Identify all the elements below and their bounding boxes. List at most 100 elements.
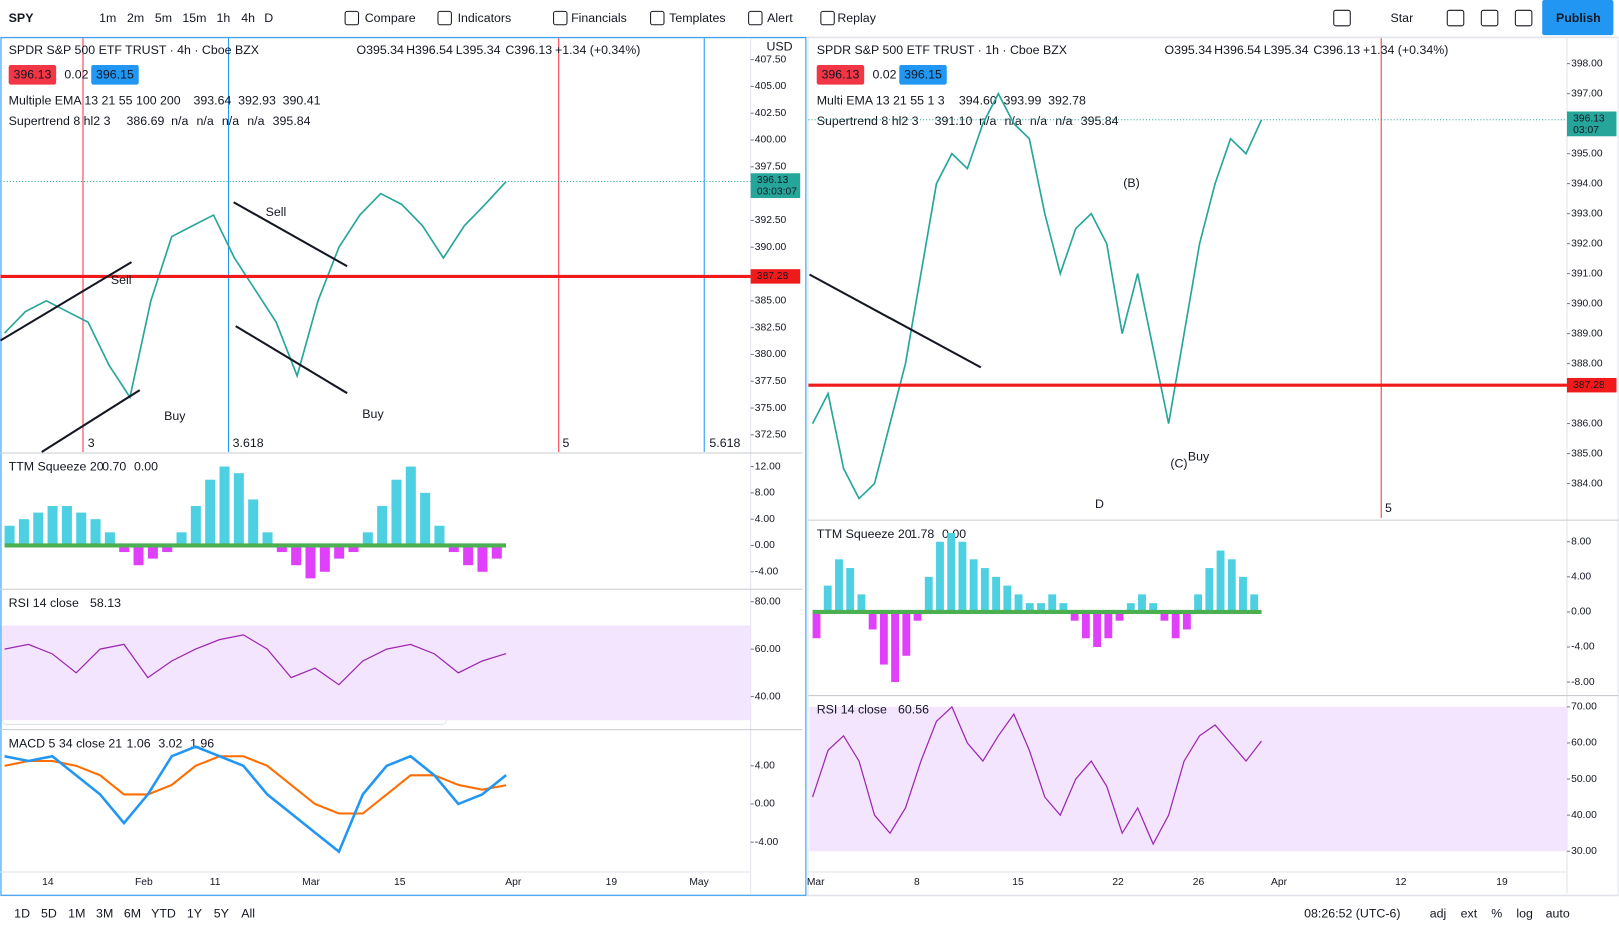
histogram-bar (958, 541, 967, 612)
price-tick: 397.50 (755, 162, 787, 173)
toolbar-button[interactable]: Indicators (458, 11, 512, 25)
histogram-bar (477, 545, 488, 572)
interval[interactable]: 1h (216, 11, 230, 25)
range[interactable]: 1M (68, 907, 85, 921)
sub-name: RSI 14 close (817, 702, 887, 716)
annotation: Buy (1188, 449, 1210, 463)
histogram-bar (835, 559, 843, 612)
annotation: 5 (1385, 501, 1392, 515)
indicator-value: n/a (222, 114, 239, 128)
indicator-name: Multi EMA 13 21 55 1 3 (817, 93, 945, 107)
scale-option[interactable]: adj (1430, 907, 1447, 921)
interval[interactable]: 4h (241, 11, 255, 25)
tool-icon[interactable] (1514, 9, 1533, 27)
histogram-bar (1227, 559, 1236, 612)
publish[interactable]: Publish (1556, 11, 1601, 25)
last-price: 396.13 (757, 175, 789, 186)
histogram-bar (868, 611, 877, 630)
histogram-bar (133, 545, 144, 566)
countdown: 03:07 (1573, 125, 1599, 136)
price-tick: 388.00 (1571, 358, 1603, 369)
histogram-bar (947, 532, 956, 612)
toolbar-button[interactable]: Replay (837, 11, 876, 25)
range[interactable]: All (241, 907, 255, 921)
scale-option[interactable]: log (1516, 907, 1533, 921)
histogram-bar (319, 545, 330, 572)
annotation: (C) (1170, 457, 1187, 471)
toolbar-button[interactable]: Alert (767, 11, 793, 25)
histogram-bar (823, 585, 832, 612)
sub-tick: 0.00 (755, 540, 775, 551)
tool-icon[interactable] (1446, 9, 1465, 27)
range[interactable]: 6M (124, 907, 141, 921)
indicator-value: 393.64 (194, 93, 232, 107)
histogram-bar (18, 519, 29, 546)
publish-button[interactable] (1542, 0, 1614, 36)
toolbar-button[interactable]: Templates (669, 11, 725, 25)
histogram-bar (391, 479, 402, 546)
price-tick: 377.50 (755, 376, 787, 387)
last-price-bg (1566, 111, 1617, 137)
indicator-value: 391.10 (935, 114, 973, 128)
histogram-bar (1115, 611, 1124, 621)
time-label: 26 (1193, 877, 1205, 888)
histogram-bar (61, 506, 72, 546)
ask: 396.15 (96, 68, 134, 82)
sub-tick: 0.00 (1571, 607, 1591, 618)
time-label: 8 (914, 877, 920, 888)
toolbar-button[interactable]: Financials (571, 11, 627, 25)
tool-icon[interactable] (1480, 9, 1499, 27)
spread: 0.02 (872, 68, 896, 82)
price-tick: 398.00 (1571, 58, 1603, 69)
scale-option[interactable]: auto (1546, 907, 1570, 921)
histogram-bar (1014, 594, 1023, 612)
sub-tick: -4.00 (755, 567, 779, 578)
ohlc: L395.34 (456, 43, 501, 57)
histogram-bar (1216, 550, 1225, 612)
price-tick: 407.50 (755, 54, 787, 65)
sub-tick: 0.00 (755, 799, 775, 810)
time-label: May (689, 877, 709, 888)
sub-tick: 70.00 (1571, 702, 1597, 713)
histogram-bar (119, 545, 130, 553)
star[interactable]: Star (1391, 11, 1414, 25)
histogram-bar (205, 479, 216, 546)
sub-tick: 60.00 (755, 644, 781, 655)
scale-option[interactable]: % (1491, 907, 1502, 921)
histogram-bar (1093, 611, 1102, 648)
interval[interactable]: D (264, 11, 273, 25)
range[interactable]: 5Y (214, 907, 229, 921)
time-label: 19 (606, 877, 618, 888)
symbol[interactable]: SPY (9, 11, 35, 25)
histogram-bar (980, 568, 989, 612)
indicator-value: 392.93 (238, 93, 276, 107)
price-tick: 384.00 (1571, 478, 1603, 489)
toolbar-button[interactable]: Compare (365, 11, 416, 25)
histogram-bar (1070, 611, 1079, 621)
indicator-value: 395.84 (273, 114, 311, 128)
range[interactable]: 3M (96, 907, 113, 921)
histogram-bar (969, 559, 978, 612)
sub-tick: 4.00 (755, 514, 775, 525)
histogram-bar (812, 611, 821, 639)
scale-option[interactable]: ext (1461, 907, 1478, 921)
sub-tick: 12.00 (755, 461, 781, 472)
range[interactable]: 1D (14, 907, 30, 921)
histogram-bar (90, 519, 101, 546)
range[interactable]: 1Y (187, 907, 202, 921)
level-label: 387.28 (757, 271, 789, 282)
rsi-line (812, 705, 1262, 846)
interval[interactable]: 5m (155, 11, 172, 25)
range[interactable]: YTD (151, 907, 176, 921)
interval[interactable]: 1m (99, 11, 116, 25)
interval[interactable]: 2m (127, 11, 144, 25)
range[interactable]: 5D (41, 907, 57, 921)
sub-tick: -4.00 (1571, 642, 1595, 653)
interval[interactable]: 15m (182, 11, 206, 25)
annotation: 5 (563, 436, 570, 450)
ohlc: +1.34 (+0.34%) (555, 43, 640, 57)
trend-line (809, 273, 982, 369)
histogram-bar (1149, 603, 1158, 612)
sub-tick: 30.00 (1571, 846, 1597, 857)
tool-icon[interactable] (1333, 9, 1351, 27)
